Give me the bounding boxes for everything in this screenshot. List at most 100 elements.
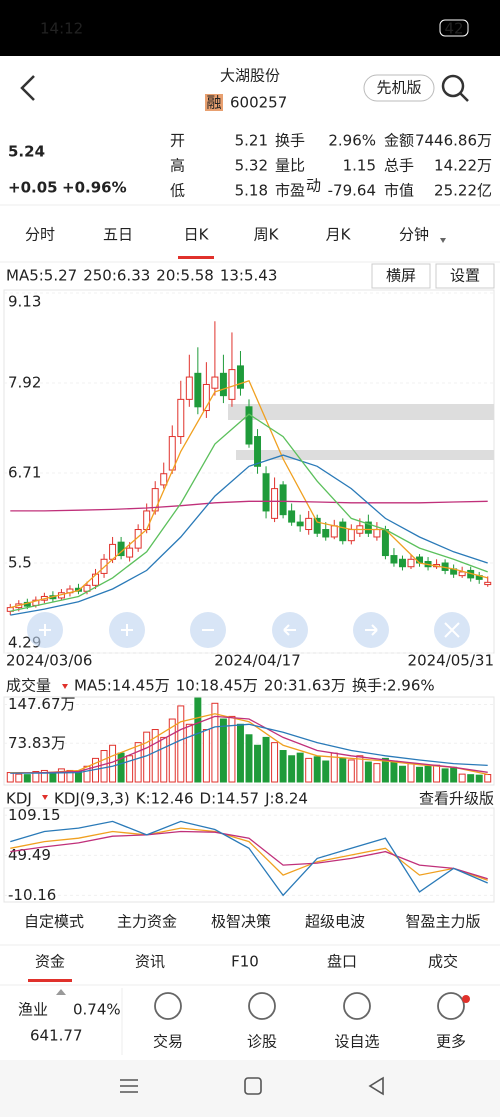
price-change: +0.05 [8,179,58,197]
volume-bar [185,723,193,783]
stat-label: 总手 [384,157,414,175]
search-icon[interactable] [441,74,465,98]
status-bar [0,0,500,56]
kdj-legend: K:12.46 [136,790,194,808]
candle-body [254,436,262,467]
dropdown-icon [62,684,68,689]
nav-icon[interactable] [154,992,182,1020]
landscape-button[interactable] [371,263,431,289]
indicator-line [10,454,488,616]
stat-value: 25.22亿 [434,182,492,200]
volume-bar [49,773,57,783]
x-tick-label: 2024/03/06 [6,652,92,670]
mode-button-label[interactable]: 先机版 [376,79,421,97]
y-tick-label: 109.15 [8,806,61,824]
tab-underline [28,979,72,982]
stat-value: 7446.86万 [415,132,492,150]
ma-legend: 20:5.58 [156,267,214,285]
settings-button-label[interactable]: 设置 [450,267,480,285]
overlay-icon [365,624,378,636]
home-key[interactable] [244,1077,262,1095]
upgrade-link[interactable]: 查看升级版 [419,790,494,808]
info-tab[interactable]: 成交 [428,953,458,971]
settings-button[interactable] [435,263,495,289]
landscape-button-label[interactable]: 横屏 [386,267,416,285]
ma-legend: MA5:5.27 [6,267,77,285]
candle-body [313,517,321,534]
nav-icon[interactable] [343,992,371,1020]
volume-bar [398,765,406,783]
volume-legend: MA5:14.45万 [74,677,170,695]
tool-button[interactable]: 智盈主力版 [405,913,480,931]
kdj-legend: D:14.57 [200,790,260,808]
volume-bar [356,755,364,783]
period-tab[interactable]: 分时 [25,226,55,244]
candle-body [271,488,279,519]
back-icon[interactable] [20,75,35,101]
candle-body [398,558,406,568]
volume-bar [32,771,40,783]
candle-body [381,529,389,557]
indicator-line [10,820,488,897]
nav-icon[interactable] [437,992,465,1020]
period-tab[interactable]: 月K [326,226,352,244]
y-tick-label: 7.92 [8,374,41,392]
volume-legend: 10:18.45万 [176,677,258,695]
period-tab[interactable]: 周K [254,226,280,244]
volume-bar [458,773,466,783]
nav-icon[interactable] [248,992,276,1020]
menu-key[interactable] [120,1079,138,1093]
period-tab[interactable]: 五日 [103,226,133,244]
sector-pct: 0.74% [73,1001,121,1019]
nav-label[interactable]: 交易 [153,1033,183,1051]
volume-legend: 20:31.63万 [264,677,346,695]
mode-button[interactable] [363,74,435,102]
stat-label: 金额 [384,132,414,150]
ma-legend: 250:6.33 [83,267,150,285]
volume-bar [416,766,424,783]
tool-button[interactable]: 极智决策 [211,913,271,931]
kdj-params: KDJ(9,3,3) [54,790,130,808]
nav-label[interactable]: 设自选 [334,1033,379,1051]
info-tab[interactable]: 资金 [35,953,65,971]
info-tab[interactable]: 资讯 [135,953,165,971]
up-icon [56,989,66,995]
volume-bar [15,773,23,783]
volume-bar [407,763,415,783]
candle-body [185,376,193,400]
volume-bar [381,757,389,783]
y-tick-label: 73.83万 [8,734,66,752]
system-nav [0,1060,500,1117]
sector-index: 641.77 [30,1027,83,1045]
back-key[interactable] [368,1076,384,1096]
volume-bar [177,705,185,783]
turnover: 换手:2.96% [352,677,435,695]
tool-button[interactable]: 自定模式 [24,913,84,931]
volume-panel [3,696,495,786]
volume-bar [151,729,159,783]
period-tab[interactable]: 分钟 [399,226,429,244]
volume-bar [100,750,108,783]
volume-bar [57,768,65,783]
price-panel [3,289,495,654]
info-tab[interactable]: F10 [231,953,259,971]
volume-bar [228,715,236,783]
candle-body [390,555,398,564]
tool-button[interactable]: 超级电波 [305,913,365,931]
nav-label[interactable]: 诊股 [247,1033,277,1051]
volume-bar [296,752,304,783]
nav-label[interactable]: 更多 [436,1033,466,1051]
period-tab[interactable]: 日K [184,226,210,244]
tool-button[interactable]: 主力资金 [117,913,177,931]
stat-value: 14.22万 [434,157,492,175]
indicator-line [10,830,488,880]
volume-bar [441,768,449,783]
info-tab[interactable]: 盘口 [327,953,357,971]
stock-name: 大湖股份 [220,67,280,85]
volume-bar [219,718,227,783]
candle-body [364,521,372,534]
stat-value: 5.21 [235,132,268,150]
volume-bar [347,759,355,783]
candle-body [296,521,304,527]
